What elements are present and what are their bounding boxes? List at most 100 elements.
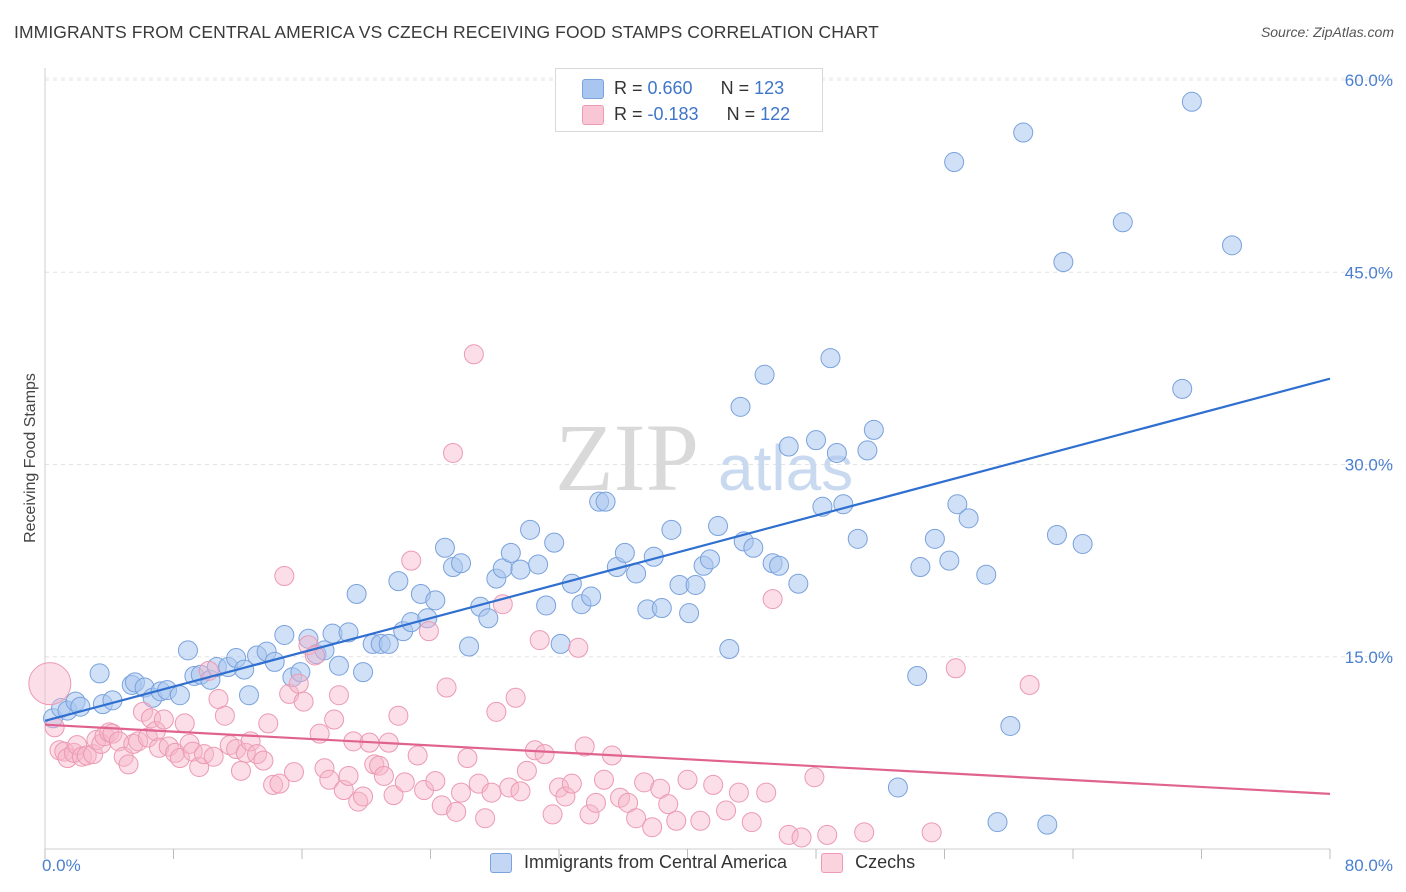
czechs-point [189,756,210,777]
watermark: ZIP atlas [555,404,853,511]
chart-title: IMMIGRANTS FROM CENTRAL AMERICA VS CZECH… [14,22,879,42]
czechs-point [555,786,576,807]
czechs-point [401,550,422,571]
czechs-point [141,708,162,729]
central-america-point [353,662,374,683]
czechs-point [516,760,537,781]
czechs-point [314,758,335,779]
czechs-point [446,801,467,822]
czechs-point [230,760,251,781]
czechs-point [153,709,174,730]
central-america-point [769,555,790,576]
czechs-point [475,808,496,829]
czechs-point [457,748,478,769]
trend-line-central-america [44,377,1331,722]
central-america-point [788,573,809,594]
central-america-point [1053,251,1074,272]
czechs-point [626,808,647,829]
central-america-point [847,528,868,549]
czechs-point [353,786,374,807]
czechs-point [319,769,340,790]
central-america-point [274,624,295,645]
central-america-point [778,436,799,457]
czechs-point [324,709,345,730]
y-tick-labels: 15.0% 30.0% 45.0% 60.0% [1345,71,1393,667]
czechs-point [658,794,679,815]
central-america-point [987,812,1008,833]
czechs-point [690,810,711,831]
czechs-point [235,742,256,763]
czechs-point [703,774,724,795]
central-america-point [806,430,826,451]
legend-label-czechs: Czechs [855,852,916,872]
central-america-point [679,603,700,624]
czechs-point [338,765,359,786]
central-america-point [661,519,682,540]
central-america-point [743,537,764,558]
czechs-point [328,685,349,706]
legend-label-central-america: Immigrants from Central America [524,852,788,872]
czechs-point [425,771,446,792]
central-america-point [924,528,945,549]
central-america-point [378,633,399,654]
central-america-point [520,519,541,540]
central-america-point [976,564,997,585]
czechs-point [804,767,825,788]
central-america-point [544,532,565,553]
central-america-point [685,574,706,595]
central-america-point [887,777,908,798]
central-america-point [528,554,549,575]
legend-r-label: R = [614,103,648,124]
czechs-point [263,774,284,795]
central-america-point [434,537,455,558]
czechs-point [373,765,394,786]
legend-swatch-blue [490,852,512,873]
czechs-point [407,745,428,766]
central-america-point [1181,91,1202,112]
central-america-point [958,508,979,529]
central-america-point [857,440,878,461]
czechs-point [369,755,390,776]
series-legend: Immigrants from Central America Czechs [490,852,949,873]
legend-item-central-america: Immigrants from Central America [490,852,787,873]
central-america-point [238,685,259,706]
central-america-point [328,655,349,676]
legend-n-value: 123 [754,77,785,98]
czechs-point [534,744,555,765]
y-tick-label: 30.0% [1345,456,1393,475]
czechs-point [388,705,409,726]
czechs-point [741,812,762,833]
czechs-point [529,630,550,651]
czechs-point [293,691,314,712]
czechs-point [269,773,290,794]
czechs-point [921,822,942,843]
czechs-point [756,782,777,803]
central-america-point [708,516,729,537]
central-america-point [719,639,740,660]
central-america-point [177,640,198,661]
czechs-point [436,677,457,698]
czechs-point [383,785,404,806]
czechs-point [288,673,309,694]
central-america-point [89,663,110,684]
czechs-point [283,762,304,783]
legend-n-value: 122 [760,103,791,124]
czechs-point [394,772,415,793]
central-america-point [944,152,965,173]
central-america-point [561,573,582,594]
central-america-point [626,563,647,584]
y-axis-title: Receiving Food Stamps [22,373,39,543]
czechs-point [762,589,783,610]
czechs-point [169,748,190,769]
central-america-point [1072,533,1093,554]
czechs-point [214,705,235,726]
czechs-point [274,566,295,587]
czechs-point [1019,674,1040,695]
central-america-point [595,491,616,512]
y-tick-label: 60.0% [1345,71,1393,90]
central-america-point [338,622,359,643]
x-tick-label: 0.0% [42,856,81,875]
central-america-point [730,396,751,417]
legend-r-value: 0.660 [647,77,693,98]
central-america-point [910,557,931,578]
